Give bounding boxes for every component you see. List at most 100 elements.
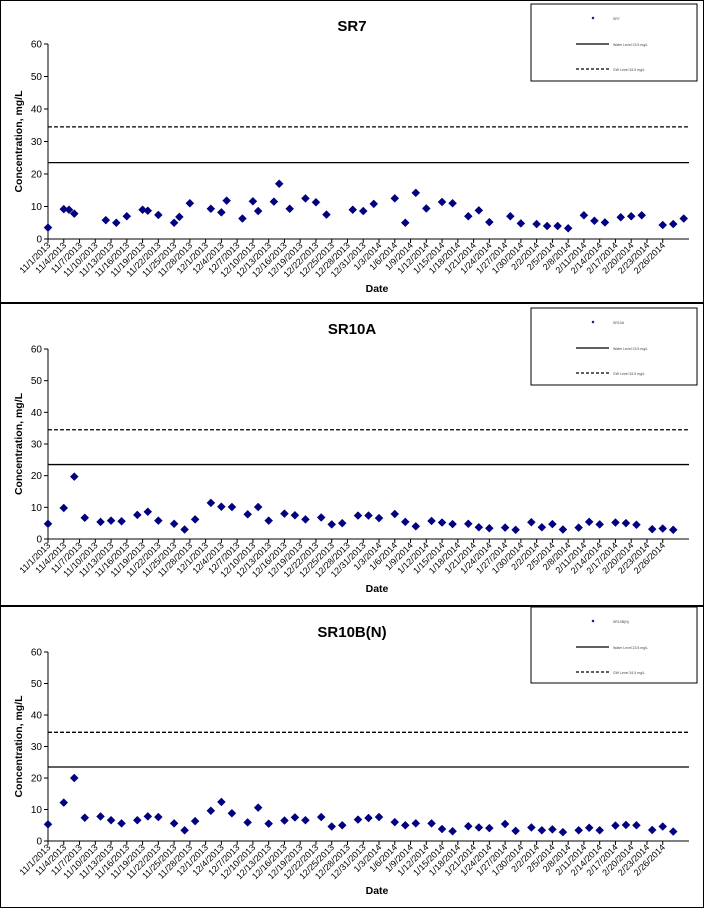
data-point — [658, 220, 668, 230]
data-point — [574, 825, 584, 835]
legend-box — [530, 607, 698, 684]
data-point — [311, 197, 321, 207]
data-point — [532, 219, 541, 229]
data-point — [511, 525, 520, 535]
data-point — [390, 194, 400, 203]
data-point — [59, 798, 69, 807]
data-point — [668, 525, 678, 535]
legend-box — [530, 307, 698, 386]
data-point — [269, 197, 279, 206]
data-point — [595, 520, 605, 529]
data-point — [411, 819, 421, 828]
chart-svg-sr10bn: SR10B(N) Concentration, mg/L 0 10 20 30 40 50 60… — [13, 607, 698, 897]
data-point — [658, 524, 668, 533]
data-point — [169, 519, 179, 529]
y-tick-label: 40 — [31, 711, 43, 722]
data-point — [474, 823, 484, 832]
data-point — [206, 498, 216, 508]
y-tick-label: 40 — [31, 105, 43, 116]
data-point — [626, 211, 636, 221]
data-point — [400, 517, 410, 527]
data-point — [448, 826, 457, 836]
data-point — [484, 823, 494, 833]
y-tick-label: 50 — [31, 679, 43, 690]
data-point — [668, 219, 678, 229]
data-point — [427, 819, 436, 828]
data-point — [153, 210, 163, 220]
data-point — [400, 820, 410, 830]
data-point — [369, 199, 379, 209]
data-point — [584, 823, 594, 833]
data-point — [117, 516, 126, 526]
data-point — [222, 196, 231, 206]
legend-entry: GW Level 34.5 mg/L — [613, 671, 645, 675]
data-point — [190, 515, 200, 524]
data-point — [579, 210, 589, 220]
data-point — [143, 507, 153, 517]
data-point — [322, 210, 331, 219]
data-point — [390, 817, 400, 827]
data-point — [280, 509, 289, 519]
data-point — [437, 197, 447, 207]
data-point — [374, 812, 384, 822]
data-point — [474, 522, 484, 532]
data-point — [227, 808, 237, 818]
data-point — [253, 502, 263, 512]
y-tick-label: 0 — [36, 837, 42, 848]
data-point — [527, 517, 536, 527]
data-point — [217, 207, 226, 217]
data-point — [143, 812, 153, 821]
data-point — [563, 223, 573, 233]
data-point — [527, 823, 536, 832]
data-point — [243, 509, 253, 519]
data-point — [600, 218, 610, 227]
chart-title: SR10A — [328, 321, 377, 338]
data-point — [537, 522, 547, 532]
data-point — [280, 816, 289, 825]
data-point — [668, 827, 678, 836]
legend-marker — [591, 619, 595, 623]
data-point — [558, 525, 568, 534]
data-point — [80, 813, 90, 823]
y-tick-label: 30 — [31, 440, 43, 451]
y-tick-label: 0 — [36, 235, 42, 246]
data-point — [316, 513, 326, 522]
data-point — [43, 223, 53, 232]
data-point — [590, 216, 599, 226]
data-point — [421, 204, 431, 213]
legend-entry: Water Level 23.5 mg/L — [613, 347, 648, 351]
data-point — [411, 521, 421, 531]
data-point — [337, 820, 347, 830]
data-point — [500, 523, 510, 532]
data-point — [206, 204, 216, 214]
data-point — [637, 210, 647, 220]
data-point — [316, 812, 326, 822]
data-point — [658, 822, 668, 831]
y-tick-label: 50 — [31, 72, 43, 83]
chart-panel-sr10a: SR10A Concentration, mg/L 0 10 20 30 40 50 60 11/… — [0, 303, 704, 606]
data-point — [238, 214, 247, 223]
data-point — [484, 217, 494, 227]
legend-entry: GW Level 34.5 mg/L — [613, 68, 645, 72]
data-point — [122, 211, 132, 221]
y-axis-label: Concentration, mg/L — [13, 695, 25, 798]
data-point — [96, 517, 105, 527]
data-point — [611, 518, 620, 527]
data-point — [153, 516, 163, 525]
data-point — [474, 206, 484, 215]
y-tick-label: 10 — [31, 503, 43, 514]
data-point — [337, 518, 347, 528]
data-point — [274, 179, 284, 189]
data-point — [106, 516, 116, 525]
data-point — [621, 820, 631, 830]
legend-marker — [591, 16, 595, 20]
legend-entry: Water Level 23.5 mg/L — [613, 43, 648, 47]
data-point — [348, 205, 358, 215]
data-point — [327, 520, 337, 529]
chart-title: SR10B(N) — [317, 624, 386, 641]
data-point — [111, 218, 121, 228]
data-point — [484, 523, 494, 533]
data-point — [537, 825, 547, 835]
data-point — [500, 819, 510, 829]
